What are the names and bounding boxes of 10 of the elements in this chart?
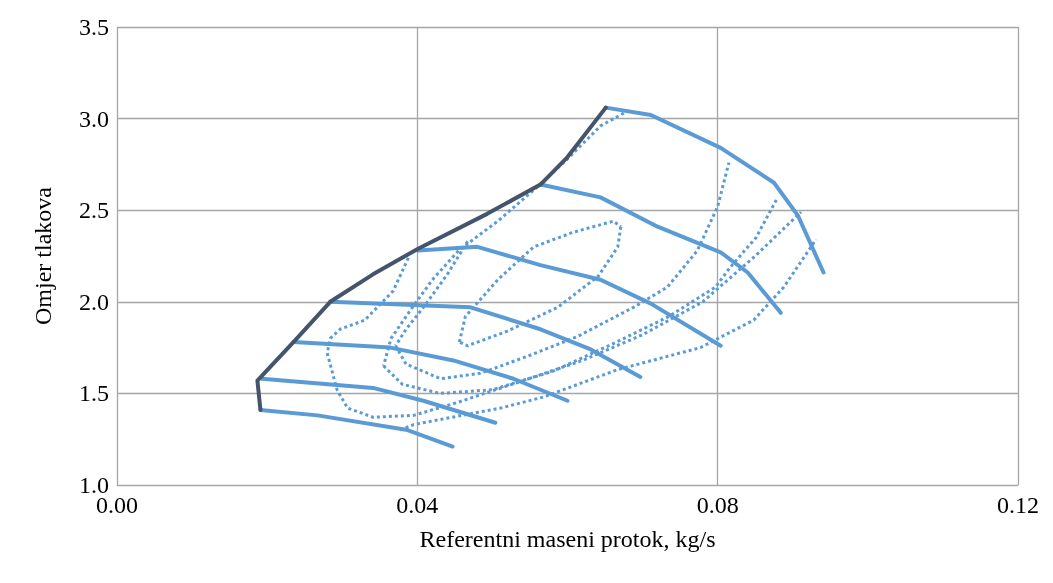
x-axis-title: Referentni maseni protok, kg/s [419, 526, 716, 552]
y-tick-label: 1.5 [79, 380, 109, 407]
y-tick-label: 3.0 [79, 105, 109, 132]
y-tick-label: 2.0 [79, 288, 109, 315]
y-tick-label: 2.5 [79, 197, 109, 224]
y-tick-label: 3.5 [79, 14, 109, 40]
x-tick-label: 0.12 [997, 492, 1039, 518]
x-tick-label: 0.08 [696, 492, 739, 518]
y-axis-title: Omjer tlakova [30, 186, 56, 325]
x-tick-label: 0.04 [396, 492, 439, 518]
